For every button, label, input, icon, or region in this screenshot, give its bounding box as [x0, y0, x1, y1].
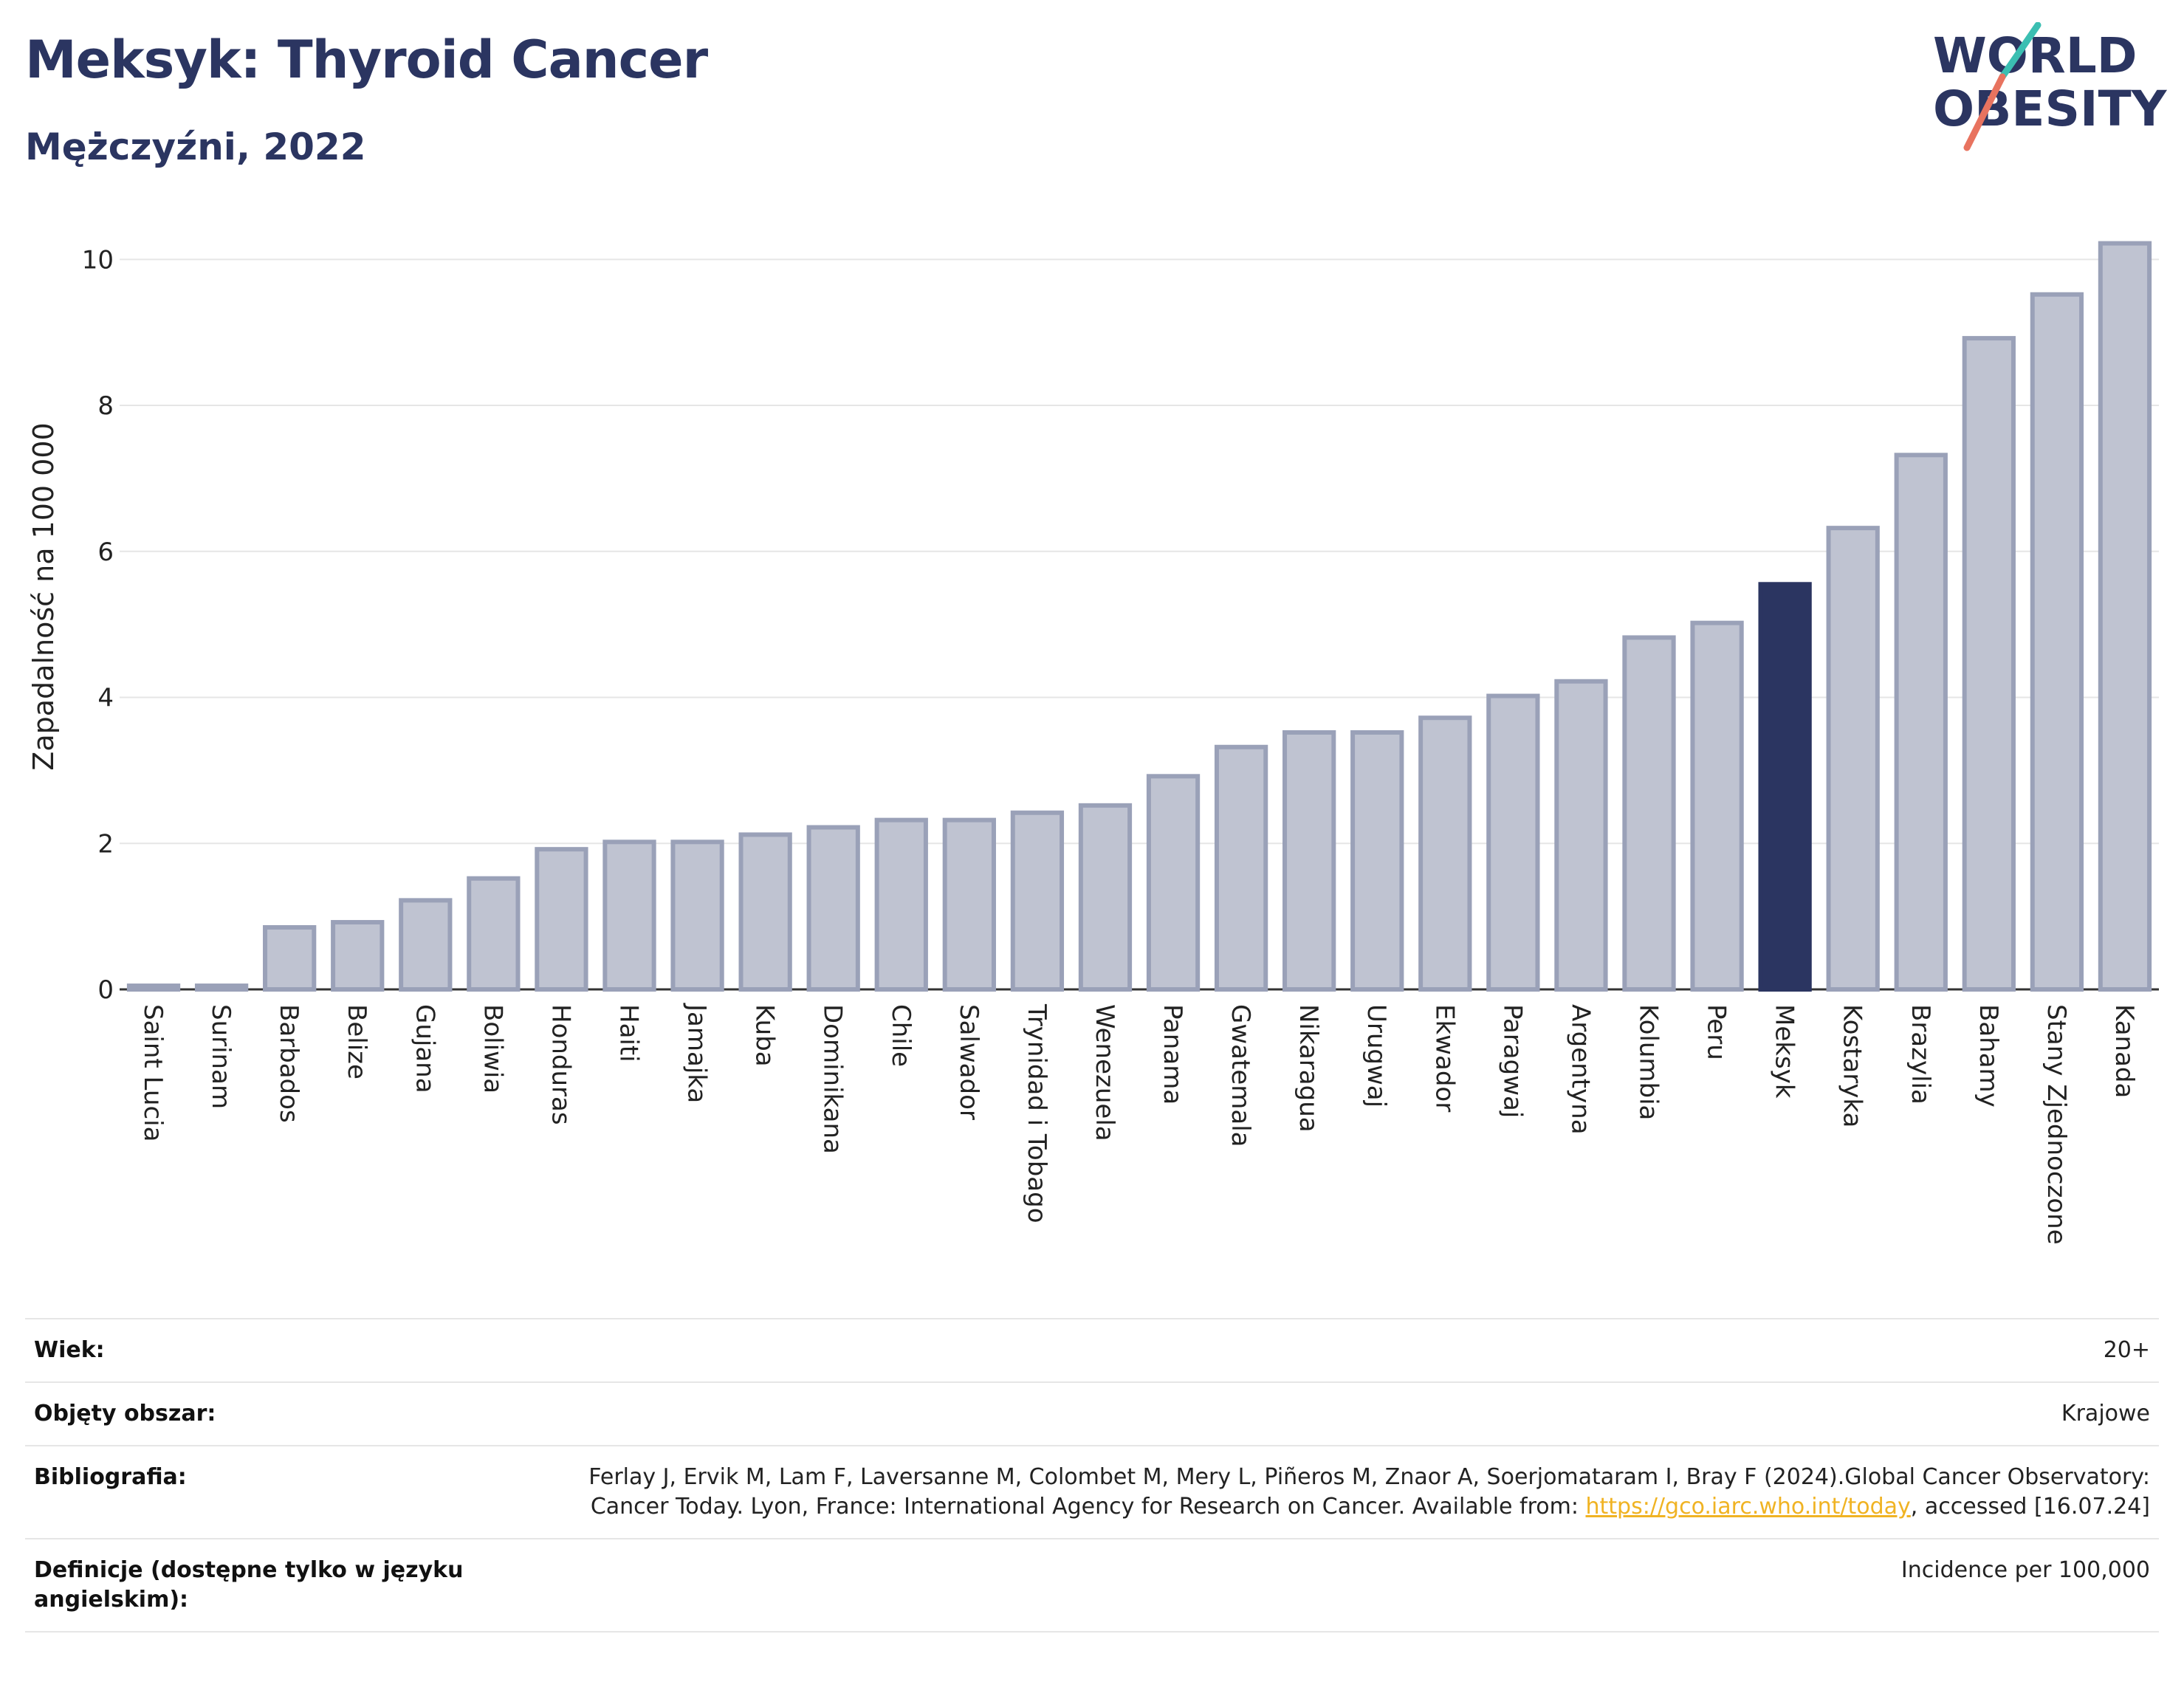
y-tick-label: 0 — [97, 975, 114, 1005]
bar[interactable] — [1146, 774, 1201, 992]
bar[interactable] — [942, 817, 996, 992]
bar[interactable] — [670, 840, 724, 992]
x-category-label: Urugwaj — [1361, 1004, 1391, 1108]
bar[interactable] — [806, 825, 860, 992]
bar-chart: Saint Lucia Surinam Barbados Belize Gujana Bo… — [27, 241, 2159, 1245]
bar[interactable] — [602, 840, 656, 992]
bar[interactable] — [535, 847, 588, 992]
bar[interactable] — [1690, 620, 1744, 992]
bar[interactable] — [1826, 526, 1880, 992]
y-tick-label: 8 — [97, 391, 114, 421]
page-title: Meksyk: Thyroid Cancer — [25, 30, 708, 90]
x-category-label: Brazylia — [1906, 1004, 1935, 1105]
grid-lines — [120, 258, 2159, 991]
bar[interactable] — [1078, 803, 1133, 992]
x-category-label: Meksyk — [1770, 1004, 1799, 1099]
x-category-label: Saint Lucia — [138, 1004, 168, 1141]
meta-row-age: Wiek: 20+ — [25, 1318, 2159, 1381]
x-category-label: Trynidad i Tobago — [1022, 1003, 1051, 1223]
x-category-label: Panama — [1158, 1004, 1187, 1105]
y-tick-label: 2 — [97, 829, 114, 859]
x-category-label: Gujana — [410, 1004, 439, 1094]
logo-slash-teal — [1999, 22, 2042, 80]
bar[interactable] — [2098, 241, 2152, 992]
bar[interactable] — [1554, 679, 1608, 992]
logo-line2: OBESITY — [1933, 80, 2168, 137]
x-category-label: Wenezuela — [1090, 1004, 1119, 1141]
bar[interactable] — [1350, 729, 1404, 992]
bar[interactable] — [399, 898, 453, 992]
bib-accessed: , accessed [16.07.24] — [1910, 1494, 2150, 1520]
meta-key-age: Wiek: — [34, 1337, 105, 1363]
bar[interactable] — [1486, 693, 1540, 992]
x-category-label: Ekwador — [1429, 1004, 1459, 1112]
x-category-label: Stany Zjednoczone — [2042, 1004, 2071, 1245]
meta-row-bibliography: Bibliografia: Ferlay J, Ervik M, Lam F, … — [25, 1445, 2159, 1538]
meta-key-bibliography: Bibliografia: — [34, 1464, 187, 1490]
bar[interactable] — [263, 924, 317, 992]
meta-row-coverage: Objęty obszar: Krajowe — [25, 1381, 2159, 1445]
bar[interactable] — [1010, 810, 1065, 992]
x-category-label: Kolumbia — [1634, 1004, 1663, 1120]
page-subtitle: Mężczyźni, 2022 — [25, 126, 366, 168]
world-obesity-logo: WORLD OBESITY — [1933, 22, 2168, 151]
x-category-label: Kuba — [750, 1004, 780, 1067]
x-category-label: Haiti — [614, 1004, 644, 1062]
x-category-label: Chile — [886, 1004, 916, 1067]
x-category-label: Barbados — [274, 1004, 303, 1123]
x-category-label: Argentyna — [1565, 1004, 1595, 1135]
x-category-label: Jamajka — [682, 1003, 712, 1103]
x-category-label: Boliwia — [478, 1004, 507, 1094]
bar[interactable] — [126, 983, 181, 992]
bib-link[interactable]: https://gco.iarc.who.int/today — [1585, 1494, 1911, 1520]
x-category-label: Salwador — [954, 1004, 983, 1120]
logo-slash-coral — [1963, 73, 2006, 151]
bar[interactable] — [331, 920, 385, 992]
bars — [126, 241, 2152, 992]
bar[interactable] — [1282, 729, 1336, 992]
meta-value-age: 20+ — [2103, 1337, 2150, 1363]
x-category-label: Dominikana — [818, 1004, 848, 1154]
bar[interactable] — [1214, 744, 1268, 992]
y-tick-labels: 0 2 4 6 8 10 — [82, 245, 114, 1005]
bar[interactable] — [2030, 292, 2084, 992]
x-category-label: Honduras — [546, 1004, 575, 1125]
bib-text: Ferlay J, Ervik M, Lam F, Laversanne M, … — [588, 1464, 2150, 1520]
x-category-label: Nikaragua — [1294, 1004, 1323, 1133]
bar[interactable] — [1622, 635, 1676, 992]
metadata-table: Wiek: 20+ Objęty obszar: Krajowe Bibliog… — [25, 1318, 2159, 1633]
meta-key-definitions: Definicje (dostępne tylko w języku angie… — [34, 1557, 464, 1613]
bar[interactable] — [1894, 453, 1948, 992]
bar[interactable] — [467, 876, 521, 992]
y-tick-label: 10 — [82, 245, 114, 275]
x-category-label: Paragwaj — [1497, 1004, 1527, 1118]
meta-key-coverage: Objęty obszar: — [34, 1401, 216, 1427]
meta-value-definitions: Incidence per 100,000 — [1900, 1557, 2150, 1583]
bar-highlighted[interactable] — [1758, 582, 1812, 992]
bar[interactable] — [738, 832, 792, 992]
meta-value-coverage: Krajowe — [2061, 1401, 2150, 1427]
bar[interactable] — [194, 983, 249, 992]
bar[interactable] — [1418, 715, 1472, 992]
y-tick-label: 6 — [97, 538, 114, 567]
meta-row-definitions: Definicje (dostępne tylko w języku angie… — [25, 1538, 2159, 1633]
category-labels: Saint Lucia Surinam Barbados Belize Gujana Bo… — [138, 1003, 2139, 1245]
x-category-label: Kostaryka — [1838, 1004, 1867, 1127]
logo-line1: WORLD — [1933, 27, 2137, 84]
bar[interactable] — [874, 817, 928, 992]
x-category-label: Gwatemala — [1226, 1004, 1255, 1147]
x-category-label: Kanada — [2109, 1004, 2139, 1098]
x-category-label: Peru — [1702, 1004, 1731, 1060]
x-category-label: Belize — [342, 1004, 371, 1079]
x-category-label: Bahamy — [1974, 1004, 2003, 1108]
bar[interactable] — [1962, 336, 2016, 992]
x-category-label: Surinam — [206, 1004, 236, 1109]
y-tick-label: 4 — [97, 684, 114, 713]
meta-value-bibliography: Ferlay J, Ervik M, Lam F, Laversanne M, … — [526, 1463, 2150, 1522]
y-axis-title: Zapadalność na 100 000 — [27, 422, 60, 770]
